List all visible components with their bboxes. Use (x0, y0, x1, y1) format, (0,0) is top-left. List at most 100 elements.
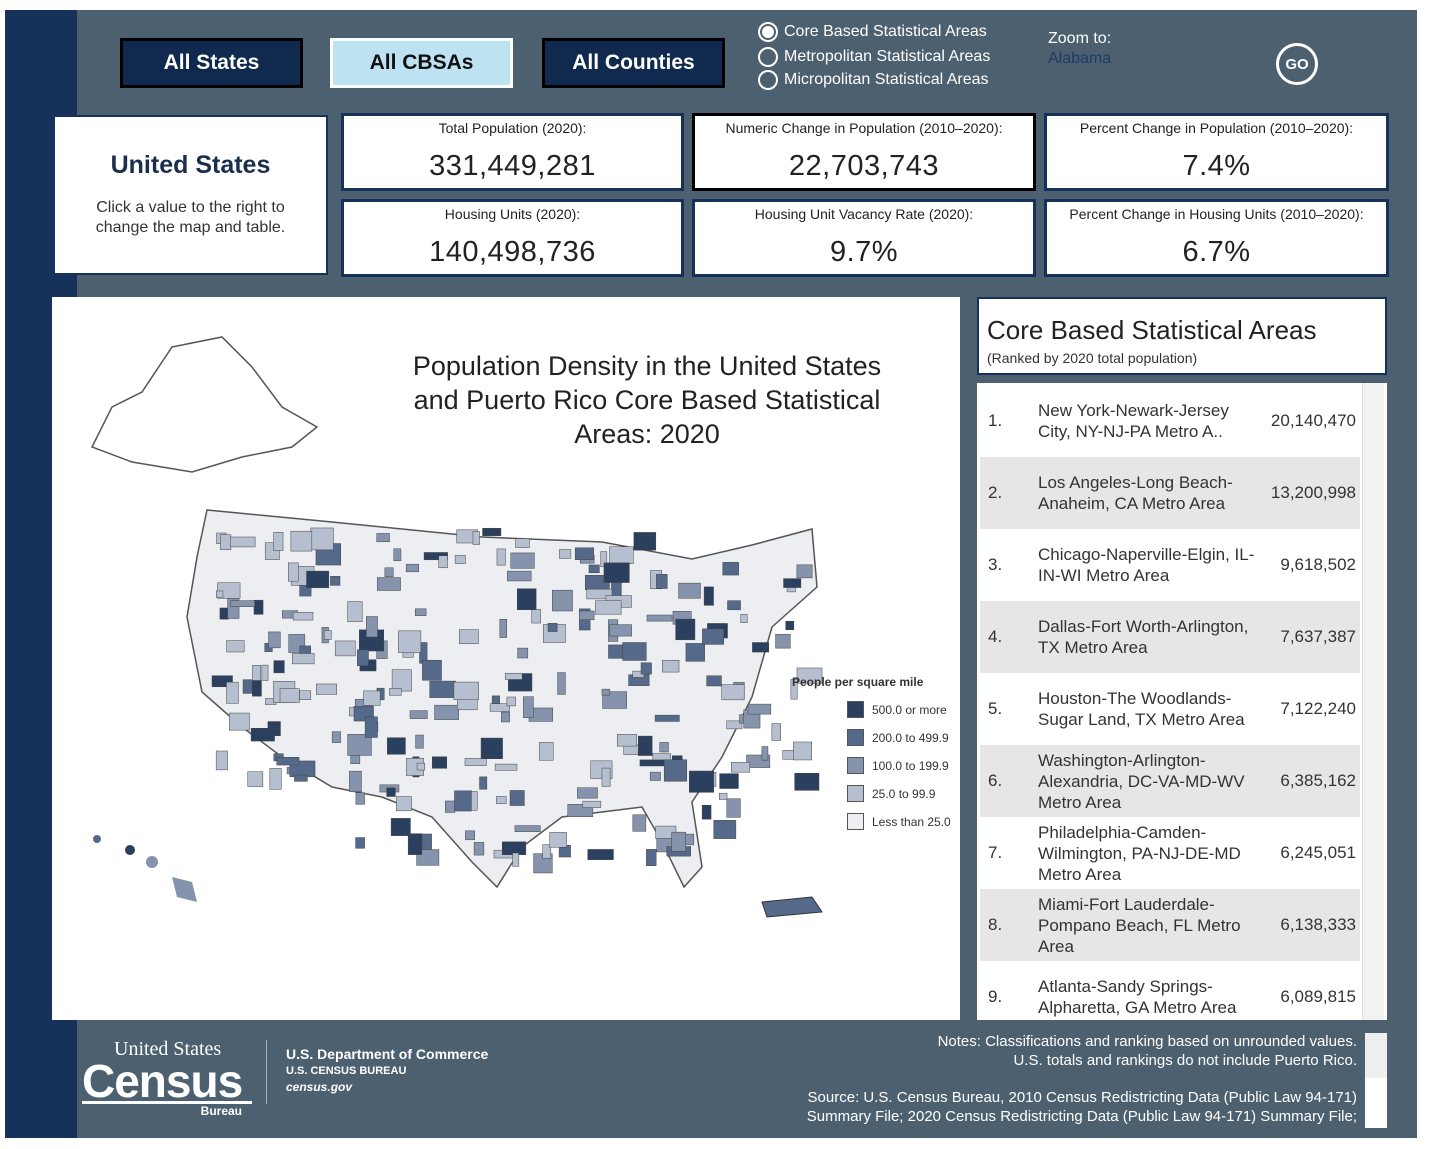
cbsa-area (391, 669, 412, 692)
cbsa-area (472, 531, 480, 545)
cbsa-area (713, 820, 737, 839)
stat-label: Total Population (2020): (438, 120, 587, 136)
zoom-select[interactable]: Alabama (1048, 50, 1112, 67)
cbsa-area (557, 672, 566, 695)
cbsa-area (559, 549, 572, 559)
cbsa-area (414, 608, 427, 616)
rank: 2. (988, 483, 1003, 502)
cbsa-area (349, 770, 362, 792)
all-counties-button[interactable]: All Counties (542, 38, 725, 88)
table-scrollbar[interactable] (1362, 383, 1384, 1020)
cbsa-area (719, 773, 739, 789)
cbsa-area (785, 620, 795, 631)
stat-vacancy-rate[interactable]: Housing Unit Vacancy Rate (2020): 9.7% (692, 199, 1036, 277)
population-value: 13,200,998 (1270, 483, 1356, 502)
table-row[interactable]: 1. New York-Newark-Jersey City, NY-NJ-PA … (980, 385, 1360, 457)
population-value: 6,245,051 (1280, 843, 1356, 862)
cbsa-area (407, 833, 423, 855)
puerto-rico-shape (761, 896, 823, 918)
cbsa-area (299, 690, 312, 700)
all-states-button[interactable]: All States (120, 38, 303, 88)
stat-label: Housing Units (2020): (444, 206, 581, 222)
zoom-label: Zoom to: (1048, 30, 1112, 47)
cbsa-area (578, 610, 595, 620)
table-row[interactable]: 5. Houston-The Woodlands-Sugar Land, TX M… (980, 673, 1360, 745)
table-row[interactable]: 7. Philadelphia-Camden-Wilmington, PA-NJ-… (980, 817, 1360, 889)
cbsa-area (323, 630, 332, 640)
cbsa-area (609, 546, 634, 564)
cbsa-area (364, 716, 378, 738)
stat-total-population[interactable]: Total Population (2020): 331,449,281 (341, 113, 684, 191)
cbsa-area (639, 759, 666, 767)
legend-swatch (847, 701, 864, 718)
cbsa-area (252, 665, 262, 681)
alaska-shape (90, 336, 319, 473)
rank: 3. (988, 555, 1003, 574)
cbsa-area (646, 614, 673, 622)
cbsa-area (226, 640, 245, 653)
legend-label: 200.0 to 499.9 (872, 730, 949, 745)
cbsa-area (250, 728, 275, 742)
rank: 6. (988, 771, 1003, 790)
cbsa-area (215, 590, 224, 598)
go-button[interactable]: GO (1276, 43, 1318, 85)
cbsa-area (454, 790, 472, 812)
cbsa-area (416, 762, 425, 771)
notes-scrollbar[interactable] (1365, 1033, 1387, 1128)
stat-housing-change[interactable]: Percent Change in Housing Units (2010–20… (1044, 199, 1389, 277)
cbsa-area (542, 844, 552, 859)
stat-percent-change[interactable]: Percent Change in Population (2010–2020)… (1044, 113, 1389, 191)
cbsa-area (355, 792, 365, 805)
table-row[interactable]: 8. Miami-Fort Lauderdale-Pompano Beach, F… (980, 889, 1360, 961)
legend-swatch (847, 785, 864, 802)
cbsa-area (480, 737, 503, 760)
table-row[interactable]: 4. Dallas-Fort Worth-Arlington, TX Metro … (980, 601, 1360, 673)
bureau-name: U.S. CENSUS BUREAU (286, 1065, 407, 1077)
radio-selected-icon (758, 22, 778, 42)
cbsa-area (384, 567, 394, 577)
census-logo[interactable]: United States Census Bureau (82, 1038, 252, 1118)
radio-micro[interactable]: Micropolitan Statistical Areas (758, 70, 989, 90)
cbsa-area (464, 758, 487, 766)
cbsa-area (415, 734, 424, 749)
stat-label: Housing Unit Vacancy Rate (2020): (754, 206, 974, 222)
stat-value: 7.4% (1182, 150, 1251, 182)
stat-housing-units[interactable]: Housing Units (2020): 140,498,736 (341, 199, 684, 277)
table-row[interactable]: 9. Atlanta-Sandy Springs-Alpharetta, GA M… (980, 961, 1360, 1020)
legend-item: 100.0 to 199.9 (847, 757, 949, 774)
cbsa-area (386, 787, 396, 797)
cbsa-area (230, 600, 256, 607)
cbsa-area (622, 642, 647, 661)
radio-icon (758, 47, 778, 67)
cbsa-area (215, 750, 228, 771)
cbsa-area (689, 770, 714, 793)
table-subtitle: (Ranked by 2020 total population) (987, 350, 1198, 366)
cbsa-area (294, 774, 308, 782)
cbsa-area (601, 767, 611, 787)
cbsa-area (273, 531, 284, 551)
population-value: 20,140,470 (1270, 411, 1356, 430)
cbsa-area (459, 629, 479, 645)
all-cbsas-button[interactable]: All CBSAs (330, 38, 513, 88)
table-row[interactable]: 2. Los Angeles-Long Beach-Anaheim, CA Met… (980, 457, 1360, 529)
legend-swatch (847, 813, 864, 830)
cbsa-area (465, 830, 476, 841)
cbsa-area (432, 756, 447, 769)
table-row[interactable]: 6. Washington-Arlington-Alexandria, DC-VA… (980, 745, 1360, 817)
population-value: 9,618,502 (1280, 555, 1356, 574)
legend-label: 25.0 to 99.9 (872, 786, 936, 801)
table-row[interactable]: 3. Chicago-Naperville-Elgin, IL-IN-WI Met… (980, 529, 1360, 601)
radio-cbsa[interactable]: Core Based Statistical Areas (758, 22, 987, 42)
cbsa-area (315, 683, 337, 695)
cbsa-area (482, 527, 502, 537)
legend-title: People per square mile (792, 675, 924, 689)
cbsa-area (588, 564, 600, 574)
us-map[interactable] (52, 297, 960, 1020)
cbsa-area (229, 712, 250, 731)
stat-value: 22,703,743 (788, 150, 940, 182)
census-link[interactable]: census.gov (286, 1080, 353, 1094)
cbsa-area (454, 555, 466, 564)
stat-numeric-change[interactable]: Numeric Change in Population (2010–2020)… (692, 113, 1036, 191)
radio-metro[interactable]: Metropolitan Statistical Areas (758, 47, 990, 67)
hawaii-shape (93, 835, 101, 843)
